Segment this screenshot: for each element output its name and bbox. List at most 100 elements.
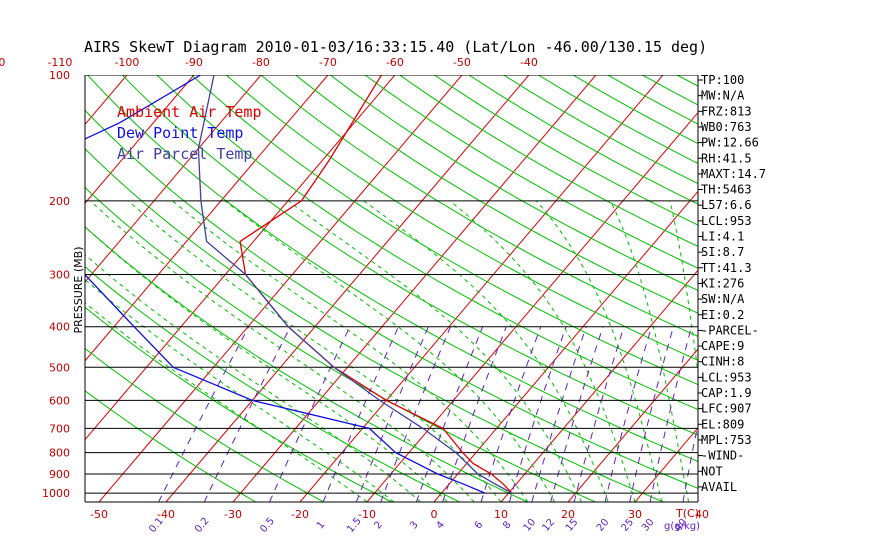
mixing-ratio-line: [550, 326, 604, 502]
bottom-temp-tick-label: 10: [494, 508, 508, 521]
bottom-temp-tick-label: -20: [291, 508, 309, 521]
pressure-tick-label: 100: [49, 69, 70, 82]
top-temp-tick-label: -40: [520, 56, 538, 69]
pressure-tick-label: 700: [49, 422, 70, 435]
pressure-tick-label: 200: [49, 195, 70, 208]
mixing-ratio-tick-label: 2: [373, 519, 386, 531]
index-item: EL:809: [701, 417, 744, 431]
mixing-ratio-tick-label: 8: [501, 519, 514, 531]
pressure-tick-label: 900: [49, 468, 70, 481]
moist-adiabat-line: [536, 200, 663, 502]
top-temp-tick-label: -90: [185, 56, 203, 69]
mixing-ratio-line: [604, 326, 652, 502]
pressure-tick-label: 600: [49, 394, 70, 407]
mixing-ratio-line: [269, 326, 351, 502]
series-line-dew-point-temp: [85, 75, 486, 494]
mixing-ratio-line: [415, 326, 484, 502]
mixing-ratio-line: [322, 326, 399, 502]
top-temp-tick-label: -70: [319, 56, 337, 69]
dry-adiabat-line: [781, 75, 870, 502]
mixing-ratio-tick-label: 10: [522, 517, 539, 534]
mixing-ratio-tick-label: 20: [595, 517, 612, 534]
top-temp-tick-label: -110: [47, 56, 72, 69]
mixing-ratio-line: [629, 326, 674, 502]
isotherm-line: [85, 75, 195, 204]
index-item: CAPE:9: [701, 339, 744, 353]
mixing-ratio-line: [158, 326, 250, 502]
index-item: MW:N/A: [701, 89, 745, 103]
pressure-tick-label: 500: [49, 361, 70, 374]
index-item: LFC:907: [701, 402, 752, 416]
dry-adiabat-line: [364, 75, 698, 269]
mixing-ratio-axis-label: g(g/kg): [664, 521, 700, 532]
dry-adiabat-line: [329, 75, 698, 292]
mixing-ratio-tick-label: 30: [640, 517, 657, 534]
dry-adiabat-line: [260, 75, 698, 338]
isotherm-line: [836, 75, 870, 502]
legend-entry: Ambient Air Temp: [117, 103, 262, 121]
dry-adiabat-line: [156, 75, 698, 411]
index-item: PW:12.66: [701, 136, 759, 150]
dry-adiabat-line: [85, 390, 257, 502]
top-temp-tick-label: -100: [114, 56, 139, 69]
dry-adiabat-line: [87, 75, 698, 462]
mixing-ratio-tick-label: 1: [315, 519, 328, 531]
dry-adiabat-line: [85, 109, 698, 489]
mixing-ratio-line: [531, 326, 587, 502]
mixing-ratio-tick-label: 0.2: [193, 516, 212, 535]
bottom-temp-tick-label: -30: [224, 508, 242, 521]
isotherm-line: [769, 75, 870, 502]
dry-adiabat-line: [503, 75, 698, 185]
moist-adiabat-line: [127, 200, 502, 502]
dry-adiabat-line: [295, 75, 698, 314]
isotherm-line: [85, 75, 262, 283]
mixing-ratio-line: [480, 326, 542, 502]
isotherm-line: [85, 75, 329, 362]
isotherm-line: [165, 75, 530, 502]
series-line-air-parcel-temp: [197, 75, 513, 494]
legend-entry: Dew Point Temp: [117, 124, 243, 142]
isotherm-line: [433, 190, 698, 502]
mixing-ratio-line: [508, 326, 567, 502]
index-item: -WIND-: [701, 449, 744, 463]
pressure-tick-label: 1000: [42, 487, 70, 500]
bottom-temp-tick-label: -10: [358, 508, 376, 521]
moist-adiabat-line: [609, 200, 690, 502]
mixing-ratio-line: [682, 421, 698, 502]
pressure-tick-label: 400: [49, 321, 70, 334]
mixing-ratio-line: [573, 326, 625, 502]
dry-adiabat-line: [746, 75, 870, 502]
series-line-ambient-air-temp: [239, 75, 513, 494]
index-item: MAXT:14.7: [701, 167, 766, 181]
index-item: LI:4.1: [701, 230, 744, 244]
index-item: CAP:1.9: [701, 386, 752, 400]
bottom-temp-tick-label: 20: [561, 508, 575, 521]
top-temp-tick-label: -60: [386, 56, 404, 69]
isotherm-line: [500, 269, 698, 502]
moist-adiabat-line: [85, 278, 395, 502]
mixing-ratio-tick-label: 3: [408, 519, 421, 531]
mixing-ratio-tick-label: 6: [473, 519, 486, 531]
chart-title: AIRS SkewT Diagram 2010-01-03/16:33:15.4…: [84, 38, 707, 56]
index-item: TH:5463: [701, 183, 752, 197]
mixing-ratio-line: [649, 326, 692, 502]
mixing-ratio-tick-label: 12: [540, 517, 557, 534]
mixing-ratio-line: [355, 326, 429, 502]
bottom-temp-tick-label: 40: [695, 508, 709, 521]
bottom-temp-tick-label: -50: [90, 508, 108, 521]
isotherm-line: [98, 75, 463, 502]
moist-adiabat-line: [85, 253, 421, 502]
moist-adiabat-line: [224, 200, 556, 502]
mixing-ratio-tick-label: 4: [435, 519, 448, 531]
index-item: WB0:763: [701, 120, 752, 134]
index-item: RH:41.5: [701, 151, 752, 165]
index-item: AVAIL: [701, 480, 737, 494]
index-item: KI:276: [701, 276, 744, 290]
index-item: FRZ:813: [701, 104, 752, 118]
index-item: TP:100: [701, 73, 744, 87]
index-item: SW:N/A: [701, 292, 745, 306]
dry-adiabat-line: [85, 347, 325, 502]
isotherm-line: [85, 75, 128, 126]
moist-adiabat-line: [449, 200, 636, 502]
